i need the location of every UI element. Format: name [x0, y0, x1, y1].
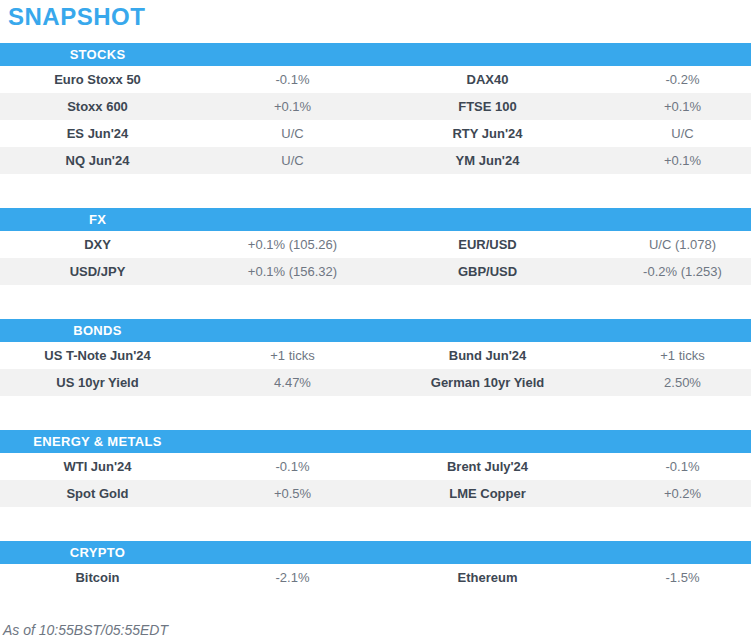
section-header-bar: ENERGY & METALS: [0, 430, 751, 453]
instrument-name: LME Copper: [390, 480, 585, 507]
market-section: CRYPTO Bitcoin -2.1% Ethereum -1.5%: [0, 541, 751, 591]
instrument-name: FTSE 100: [390, 93, 585, 120]
instrument-change: U/C: [195, 120, 390, 147]
section-title: ENERGY & METALS: [0, 434, 195, 449]
instrument-change: +0.5%: [195, 480, 390, 507]
table-row: WTI Jun'24 -0.1% Brent July'24 -0.1%: [0, 453, 751, 480]
section-rows: DXY +0.1% (105.26) EUR/USD U/C (1.078) U…: [0, 231, 751, 285]
instrument-name: USD/JPY: [0, 258, 195, 285]
market-section: FX DXY +0.1% (105.26) EUR/USD U/C (1.078…: [0, 208, 751, 285]
instrument-change: U/C: [195, 147, 390, 174]
instrument-name: GBP/USD: [390, 258, 585, 285]
instrument-change: U/C: [585, 120, 751, 147]
instrument-name: German 10yr Yield: [390, 369, 585, 396]
table-row: Spot Gold +0.5% LME Copper +0.2%: [0, 480, 751, 507]
section-rows: US T-Note Jun'24 +1 ticks Bund Jun'24 +1…: [0, 342, 751, 396]
table-row: DXY +0.1% (105.26) EUR/USD U/C (1.078): [0, 231, 751, 258]
section-header-bar: STOCKS: [0, 43, 751, 66]
instrument-name: DAX40: [390, 66, 585, 93]
table-row: US T-Note Jun'24 +1 ticks Bund Jun'24 +1…: [0, 342, 751, 369]
instrument-name: EUR/USD: [390, 231, 585, 258]
instrument-change: +0.1% (156.32): [195, 258, 390, 285]
section-title: STOCKS: [0, 47, 195, 62]
instrument-name: RTY Jun'24: [390, 120, 585, 147]
table-row: Stoxx 600 +0.1% FTSE 100 +0.1%: [0, 93, 751, 120]
instrument-change: 4.47%: [195, 369, 390, 396]
section-title: BONDS: [0, 323, 195, 338]
section-title: CRYPTO: [0, 545, 195, 560]
section-rows: Bitcoin -2.1% Ethereum -1.5%: [0, 564, 751, 591]
snapshot-table: STOCKS Euro Stoxx 50 -0.1% DAX40 -0.2% S…: [0, 43, 751, 591]
instrument-change: +0.1% (105.26): [195, 231, 390, 258]
instrument-name: Bitcoin: [0, 564, 195, 591]
instrument-name: Stoxx 600: [0, 93, 195, 120]
instrument-change: -0.1%: [195, 66, 390, 93]
market-section: BONDS US T-Note Jun'24 +1 ticks Bund Jun…: [0, 319, 751, 396]
table-row: USD/JPY +0.1% (156.32) GBP/USD -0.2% (1.…: [0, 258, 751, 285]
section-title: FX: [0, 212, 195, 227]
instrument-change: +0.1%: [195, 93, 390, 120]
table-row: US 10yr Yield 4.47% German 10yr Yield 2.…: [0, 369, 751, 396]
instrument-change: +1 ticks: [585, 342, 751, 369]
instrument-name: YM Jun'24: [390, 147, 585, 174]
market-section: ENERGY & METALS WTI Jun'24 -0.1% Brent J…: [0, 430, 751, 507]
instrument-change: -2.1%: [195, 564, 390, 591]
table-row: NQ Jun'24 U/C YM Jun'24 +0.1%: [0, 147, 751, 174]
instrument-name: ES Jun'24: [0, 120, 195, 147]
instrument-name: Bund Jun'24: [390, 342, 585, 369]
section-header-bar: CRYPTO: [0, 541, 751, 564]
instrument-change: +0.1%: [585, 147, 751, 174]
section-rows: Euro Stoxx 50 -0.1% DAX40 -0.2% Stoxx 60…: [0, 66, 751, 174]
instrument-change: -1.5%: [585, 564, 751, 591]
instrument-change: -0.1%: [585, 453, 751, 480]
market-section: STOCKS Euro Stoxx 50 -0.1% DAX40 -0.2% S…: [0, 43, 751, 174]
instrument-change: -0.1%: [195, 453, 390, 480]
instrument-name: US T-Note Jun'24: [0, 342, 195, 369]
instrument-change: -0.2% (1.253): [585, 258, 751, 285]
table-row: Euro Stoxx 50 -0.1% DAX40 -0.2%: [0, 66, 751, 93]
instrument-change: +1 ticks: [195, 342, 390, 369]
instrument-change: U/C (1.078): [585, 231, 751, 258]
instrument-name: Brent July'24: [390, 453, 585, 480]
section-header-bar: FX: [0, 208, 751, 231]
section-rows: WTI Jun'24 -0.1% Brent July'24 -0.1% Spo…: [0, 453, 751, 507]
instrument-change: +0.2%: [585, 480, 751, 507]
instrument-name: Spot Gold: [0, 480, 195, 507]
instrument-change: -0.2%: [585, 66, 751, 93]
instrument-change: +0.1%: [585, 93, 751, 120]
instrument-name: NQ Jun'24: [0, 147, 195, 174]
instrument-name: WTI Jun'24: [0, 453, 195, 480]
table-row: Bitcoin -2.1% Ethereum -1.5%: [0, 564, 751, 591]
instrument-name: US 10yr Yield: [0, 369, 195, 396]
instrument-change: 2.50%: [585, 369, 751, 396]
section-header-bar: BONDS: [0, 319, 751, 342]
as-of-timestamp: As of 10:55BST/05:55EDT: [0, 622, 751, 637]
table-row: ES Jun'24 U/C RTY Jun'24 U/C: [0, 120, 751, 147]
instrument-name: Euro Stoxx 50: [0, 66, 195, 93]
instrument-name: DXY: [0, 231, 195, 258]
instrument-name: Ethereum: [390, 564, 585, 591]
page-title: SNAPSHOT: [0, 0, 751, 43]
